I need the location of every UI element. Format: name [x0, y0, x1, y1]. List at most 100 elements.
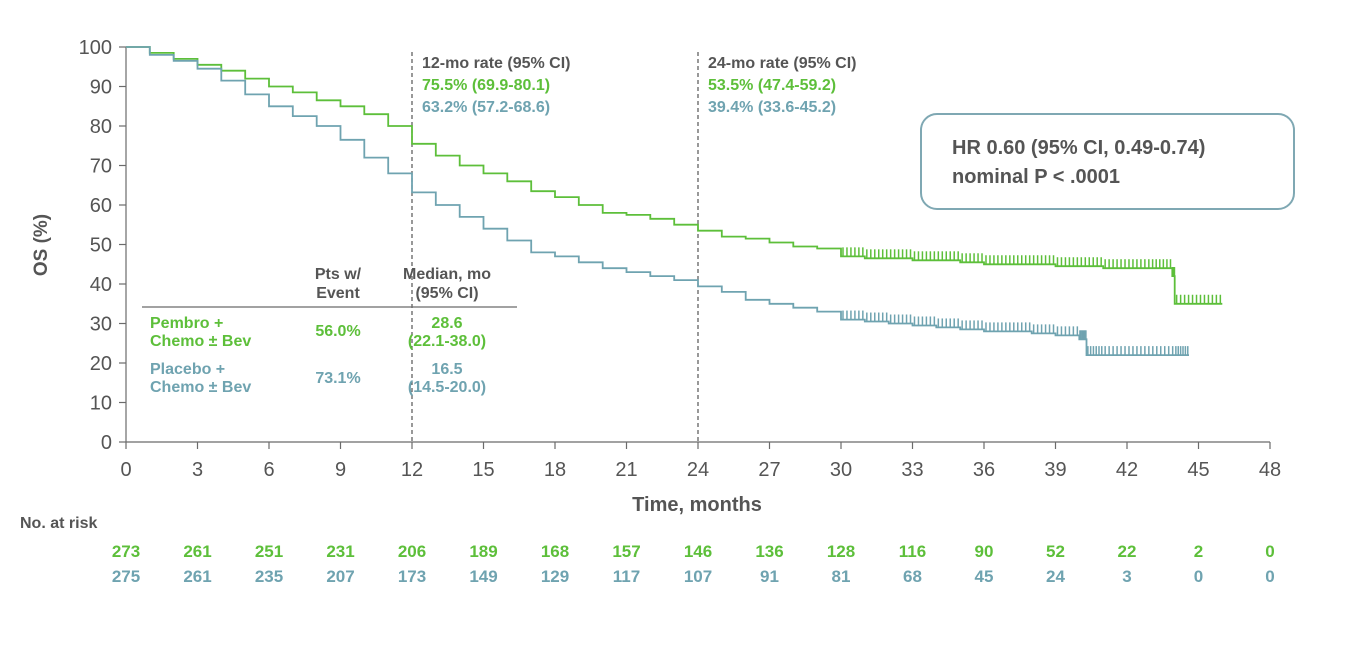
y-axis-label: OS (%): [31, 214, 52, 276]
risk-placebo-30: 81: [832, 567, 851, 586]
risk-placebo-9: 207: [326, 567, 354, 586]
x-tick-label-33: 33: [901, 459, 923, 481]
hr-box: HR 0.60 (95% CI, 0.49-0.74) nominal P < …: [920, 113, 1295, 210]
y-tick-label-0: 0: [101, 432, 112, 454]
risk-pembro-36: 90: [975, 542, 994, 561]
landmark-pembro-rate-12mo: 75.5% (69.9-80.1): [422, 77, 550, 94]
hr-box-line2: nominal P < .0001: [952, 166, 1120, 188]
placebo-survival-curve: [126, 46, 1189, 356]
hr-box-frame: [920, 113, 1295, 210]
x-tick-label-6: 6: [263, 459, 274, 481]
risk-placebo-18: 129: [541, 567, 569, 586]
pembro-row-median-l2: (22.1-38.0): [408, 333, 486, 350]
risk-pembro-0: 273: [112, 542, 140, 561]
risk-pembro-39: 52: [1046, 542, 1065, 561]
y-tick-label-50: 50: [90, 235, 112, 257]
risk-pembro-15: 189: [469, 542, 497, 561]
pembro-censor-marks: [842, 247, 1222, 304]
pembro-row-label-l1: Pembro +: [150, 315, 223, 332]
x-tick-label-18: 18: [544, 459, 566, 481]
risk-placebo-15: 149: [469, 567, 497, 586]
risk-placebo-12: 173: [398, 567, 426, 586]
pembro-survival-curve: [126, 46, 1223, 305]
landmark-placebo-rate-12mo: 63.2% (57.2-68.6): [422, 99, 550, 116]
landmark-title-24mo: 24-mo rate (95% CI): [708, 55, 857, 72]
x-tick-label-3: 3: [192, 459, 203, 481]
risk-pembro-3: 261: [183, 542, 211, 561]
risk-placebo-0: 275: [112, 567, 140, 586]
x-tick-label-36: 36: [973, 459, 995, 481]
placebo-row-events: 73.1%: [315, 370, 360, 387]
x-tick-label-45: 45: [1187, 459, 1209, 481]
y-tick-label-80: 80: [90, 116, 112, 138]
risk-pembro-12: 206: [398, 542, 426, 561]
x-tick-label-30: 30: [830, 459, 852, 481]
risk-pembro-30: 128: [827, 542, 855, 561]
placebo-censor-marks: [842, 310, 1189, 356]
risk-placebo-39: 24: [1046, 567, 1065, 586]
x-tick-label-12: 12: [401, 459, 423, 481]
risk-placebo-6: 235: [255, 567, 283, 586]
placebo-row-median-l1: 16.5: [431, 361, 462, 378]
table-col2-header-l2: (95% CI): [415, 285, 478, 302]
pembro-row-median-l1: 28.6: [431, 315, 462, 332]
y-tick-label-100: 100: [79, 37, 112, 59]
risk-pembro-45: 2: [1194, 542, 1203, 561]
risk-pembro-21: 157: [612, 542, 640, 561]
pembro-row-label-l2: Chemo ± Bev: [150, 333, 251, 350]
risk-pembro-6: 251: [255, 542, 283, 561]
risk-placebo-42: 3: [1122, 567, 1131, 586]
risk-pembro-27: 136: [755, 542, 783, 561]
risk-pembro-48: 0: [1265, 542, 1274, 561]
x-ticks: 0 3 6 9 12 15 18 21 24 27 30 33 36 39 42 45 48: [120, 442, 1281, 481]
table-col1-header-l2: Event: [316, 285, 360, 302]
risk-table-title: No. at risk: [20, 515, 97, 532]
pembro-row-events: 56.0%: [315, 323, 360, 340]
x-tick-label-9: 9: [335, 459, 346, 481]
x-tick-label-48: 48: [1259, 459, 1281, 481]
table-col1-header-l1: Pts w/: [315, 266, 362, 283]
hr-box-line1: HR 0.60 (95% CI, 0.49-0.74): [952, 137, 1205, 159]
risk-pembro-42: 22: [1118, 542, 1137, 561]
risk-placebo-21: 117: [613, 567, 640, 586]
y-ticks: 0 10 20 30 40 50 60 70 80 90 100: [79, 37, 126, 454]
risk-placebo-48: 0: [1265, 567, 1274, 586]
x-tick-label-21: 21: [615, 459, 637, 481]
risk-placebo-33: 68: [903, 567, 922, 586]
landmark-title-12mo: 12-mo rate (95% CI): [422, 55, 571, 72]
x-tick-label-0: 0: [120, 459, 131, 481]
y-tick-label-40: 40: [90, 274, 112, 296]
x-tick-label-24: 24: [687, 459, 709, 481]
landmark-pembro-rate-24mo: 53.5% (47.4-59.2): [708, 77, 836, 94]
x-tick-label-42: 42: [1116, 459, 1138, 481]
placebo-row-label-l1: Placebo +: [150, 361, 225, 378]
y-tick-label-20: 20: [90, 353, 112, 375]
risk-pembro-9: 231: [326, 542, 354, 561]
risk-table: 273 275 261 261 251 235 231 207 206 173 189 149 168 1…: [112, 542, 1275, 586]
survival-curves: [126, 46, 1223, 356]
x-tick-label-27: 27: [758, 459, 780, 481]
x-tick-label-15: 15: [472, 459, 494, 481]
risk-placebo-24: 107: [684, 567, 712, 586]
y-tick-label-90: 90: [90, 77, 112, 99]
risk-placebo-45: 0: [1194, 567, 1203, 586]
y-tick-label-10: 10: [90, 393, 112, 415]
placebo-row-label-l2: Chemo ± Bev: [150, 379, 251, 396]
x-tick-label-39: 39: [1044, 459, 1066, 481]
y-tick-label-30: 30: [90, 314, 112, 336]
y-tick-label-60: 60: [90, 195, 112, 217]
table-col2-header-l1: Median, mo: [403, 266, 491, 283]
median-table: Pts w/ Event Median, mo (95% CI) Pembro …: [142, 266, 517, 396]
placebo-row-median-l2: (14.5-20.0): [408, 379, 486, 396]
landmark-placebo-rate-24mo: 39.4% (33.6-45.2): [708, 99, 836, 116]
risk-placebo-36: 45: [975, 567, 994, 586]
risk-pembro-18: 168: [541, 542, 569, 561]
landmark-annotations: 12-mo rate (95% CI) 75.5% (69.9-80.1) 63.2…: [411, 52, 857, 442]
y-tick-label-70: 70: [90, 156, 112, 178]
risk-pembro-24: 146: [684, 542, 712, 561]
risk-placebo-3: 261: [183, 567, 211, 586]
x-axis-label: Time, months: [632, 494, 762, 516]
risk-placebo-27: 91: [760, 567, 779, 586]
risk-pembro-33: 116: [899, 542, 926, 561]
